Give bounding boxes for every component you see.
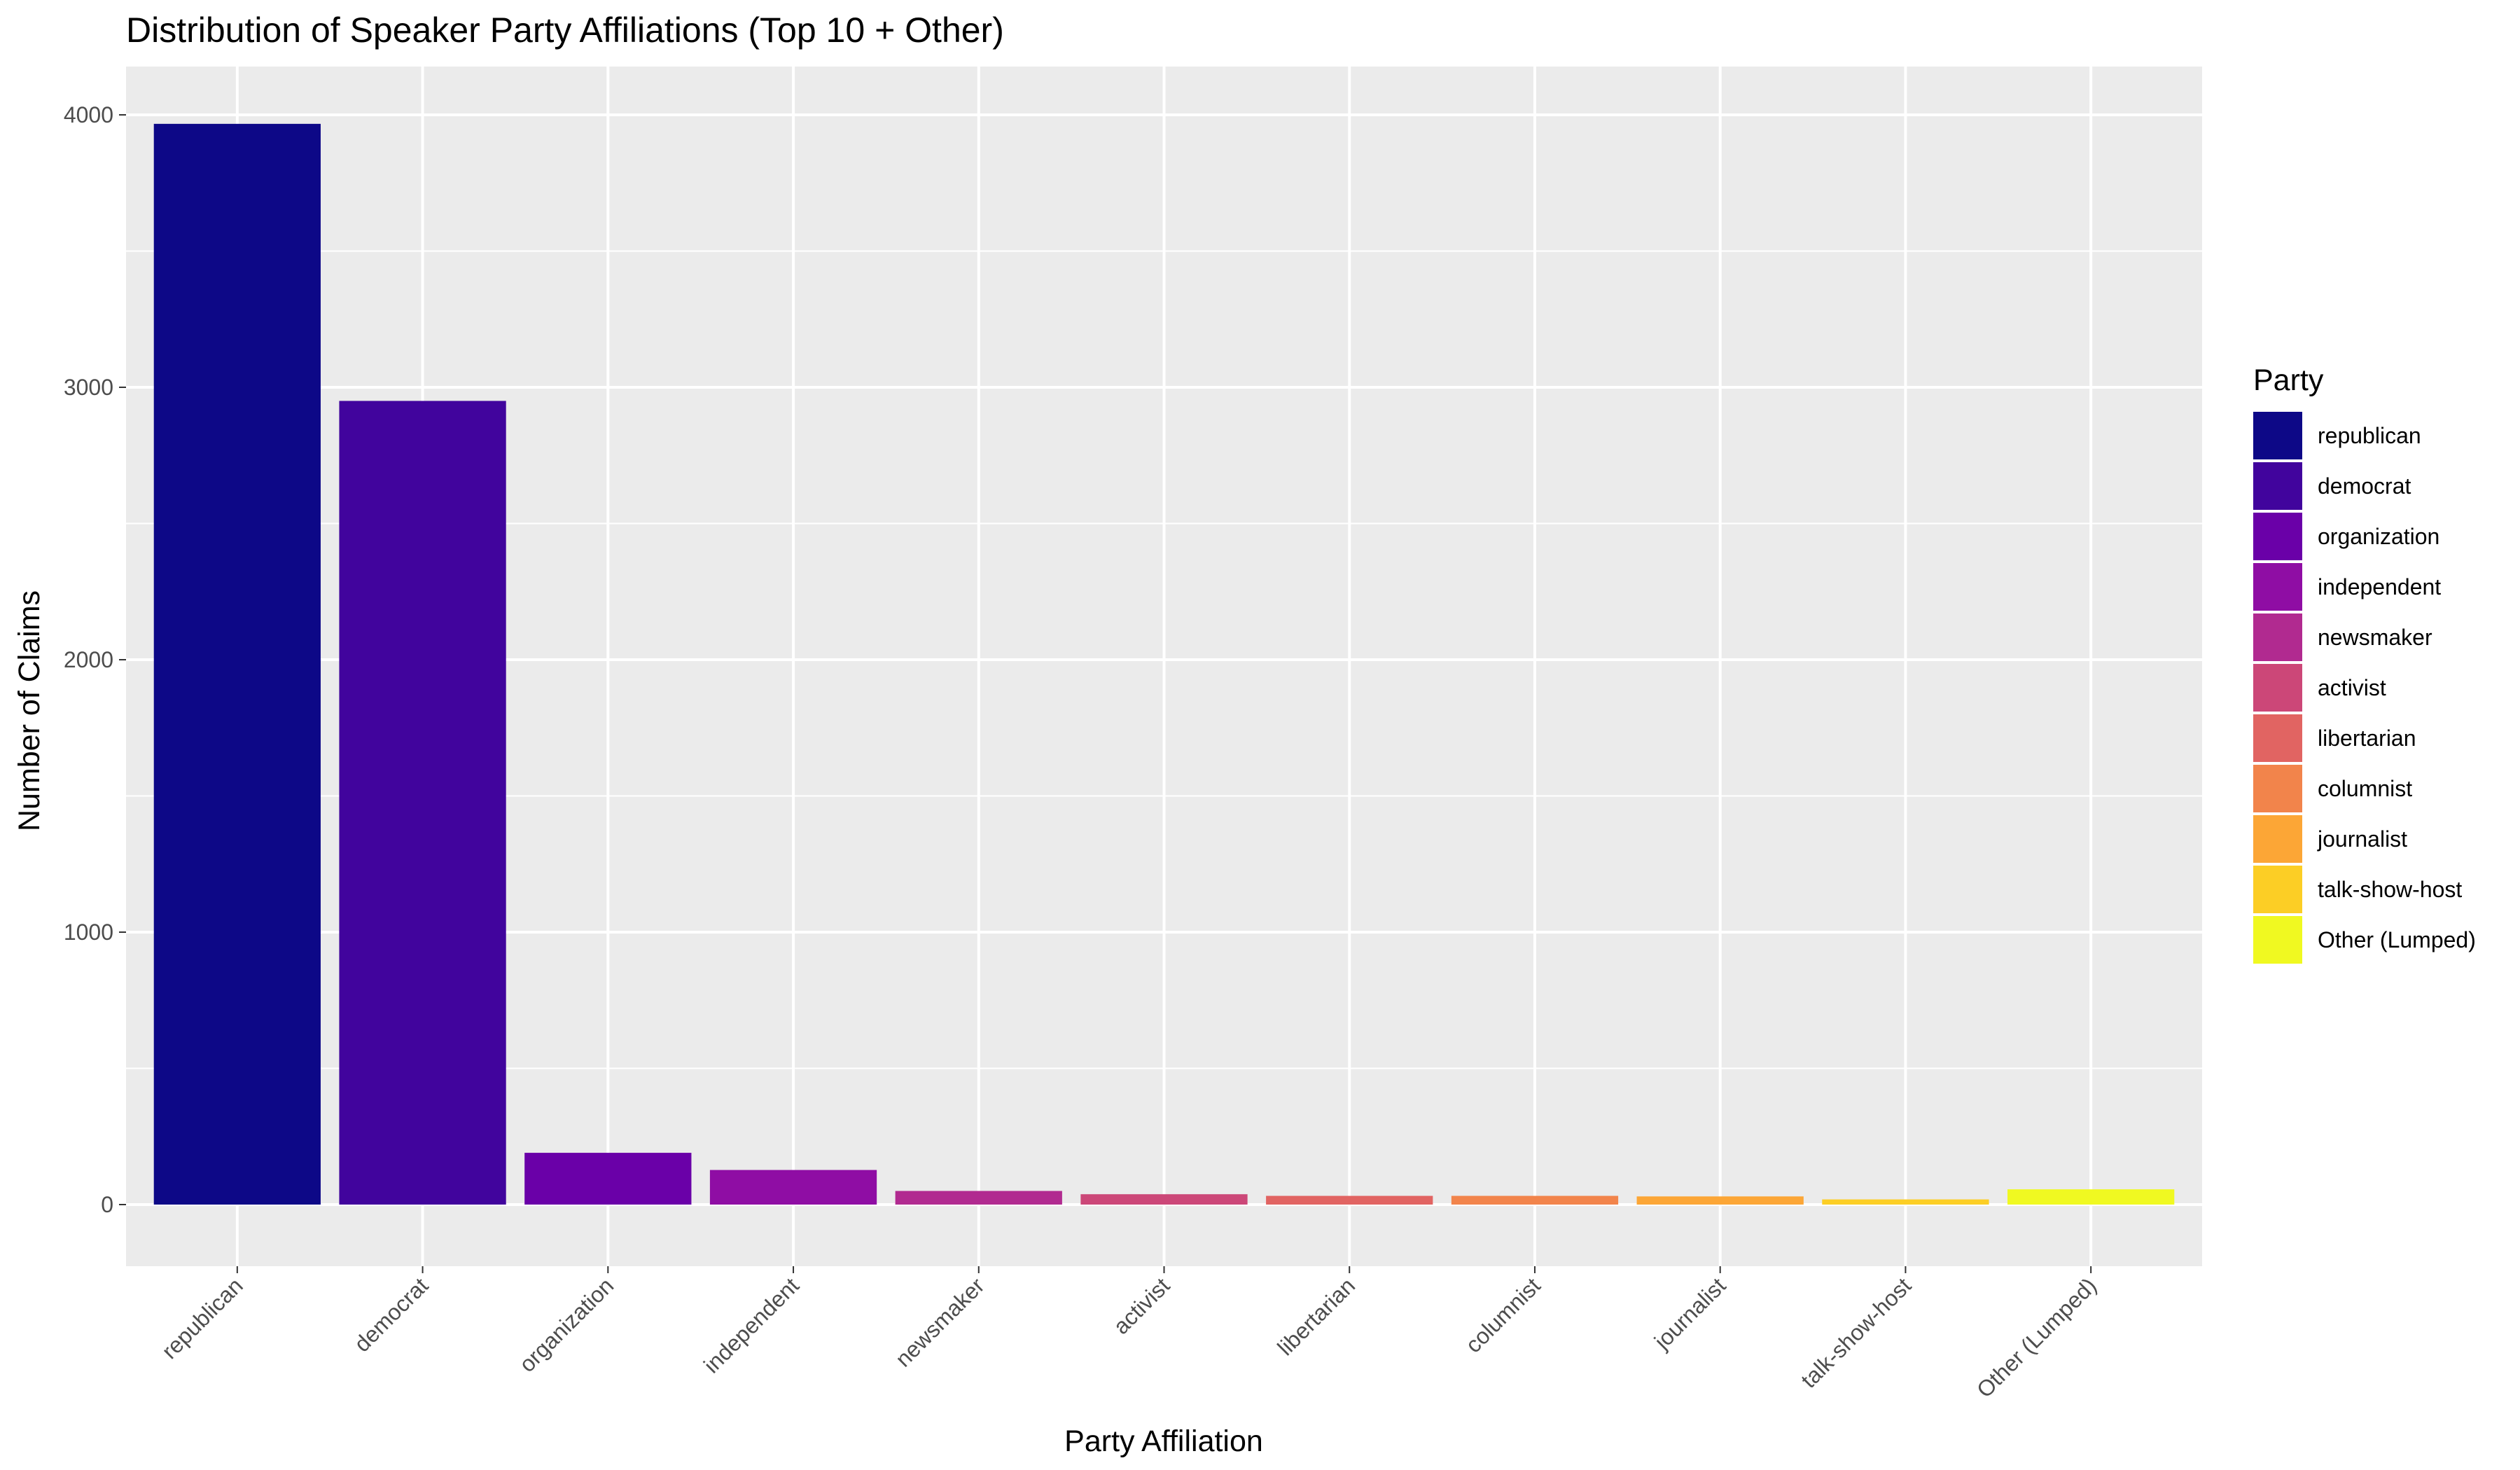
legend-label: democrat <box>2318 473 2411 499</box>
y-axis: 0 1000 2000 3000 4000 <box>64 102 126 1217</box>
legend-label: libertarian <box>2318 726 2416 751</box>
y-axis-title: Number of Claims <box>13 590 46 831</box>
bar-journalist <box>1636 1196 1804 1205</box>
chart-title: Distribution of Speaker Party Affiliatio… <box>126 11 1004 50</box>
legend-swatch <box>2253 412 2302 459</box>
y-tick-label: 0 <box>101 1192 113 1217</box>
legend-swatch <box>2253 664 2302 712</box>
legend-label: activist <box>2318 675 2386 700</box>
legend-swatch <box>2253 613 2302 661</box>
y-tick-label: 4000 <box>64 102 113 127</box>
legend-swatch <box>2253 765 2302 812</box>
legend-items: republican democrat organization independen… <box>2253 412 2476 964</box>
legend-label: columnist <box>2318 776 2412 801</box>
legend-label: republican <box>2318 423 2421 448</box>
bar-libertarian <box>1266 1195 1433 1205</box>
bars <box>153 123 2175 1205</box>
legend-title: Party <box>2253 363 2324 397</box>
bar-newsmaker <box>895 1191 1062 1205</box>
legend-swatch <box>2253 513 2302 560</box>
legend-swatch <box>2253 916 2302 964</box>
bar-independent <box>709 1170 877 1205</box>
bar-democrat <box>339 401 506 1205</box>
bar-other-lumped <box>2007 1189 2175 1205</box>
x-axis-title: Party Affiliation <box>1064 1424 1263 1458</box>
y-tick-label: 1000 <box>64 920 113 945</box>
y-tick-label: 2000 <box>64 647 113 672</box>
bar-organization <box>524 1153 692 1205</box>
legend-label: independent <box>2318 574 2441 599</box>
bar-columnist <box>1451 1195 1619 1205</box>
legend-label: Other (Lumped) <box>2318 927 2476 952</box>
legend: Party republican democrat organization inde… <box>2253 363 2476 964</box>
legend-swatch <box>2253 462 2302 510</box>
bar-republican <box>153 123 321 1205</box>
bar-talk-show-host <box>1822 1199 1989 1205</box>
bar-activist <box>1080 1194 1248 1205</box>
legend-swatch <box>2253 815 2302 863</box>
legend-swatch <box>2253 714 2302 762</box>
legend-swatch <box>2253 866 2302 913</box>
legend-swatch <box>2253 563 2302 611</box>
legend-label: talk-show-host <box>2318 877 2462 902</box>
legend-label: organization <box>2318 524 2439 549</box>
y-tick-label: 3000 <box>64 375 113 400</box>
legend-label: journalist <box>2317 826 2407 852</box>
legend-label: newsmaker <box>2318 625 2432 650</box>
